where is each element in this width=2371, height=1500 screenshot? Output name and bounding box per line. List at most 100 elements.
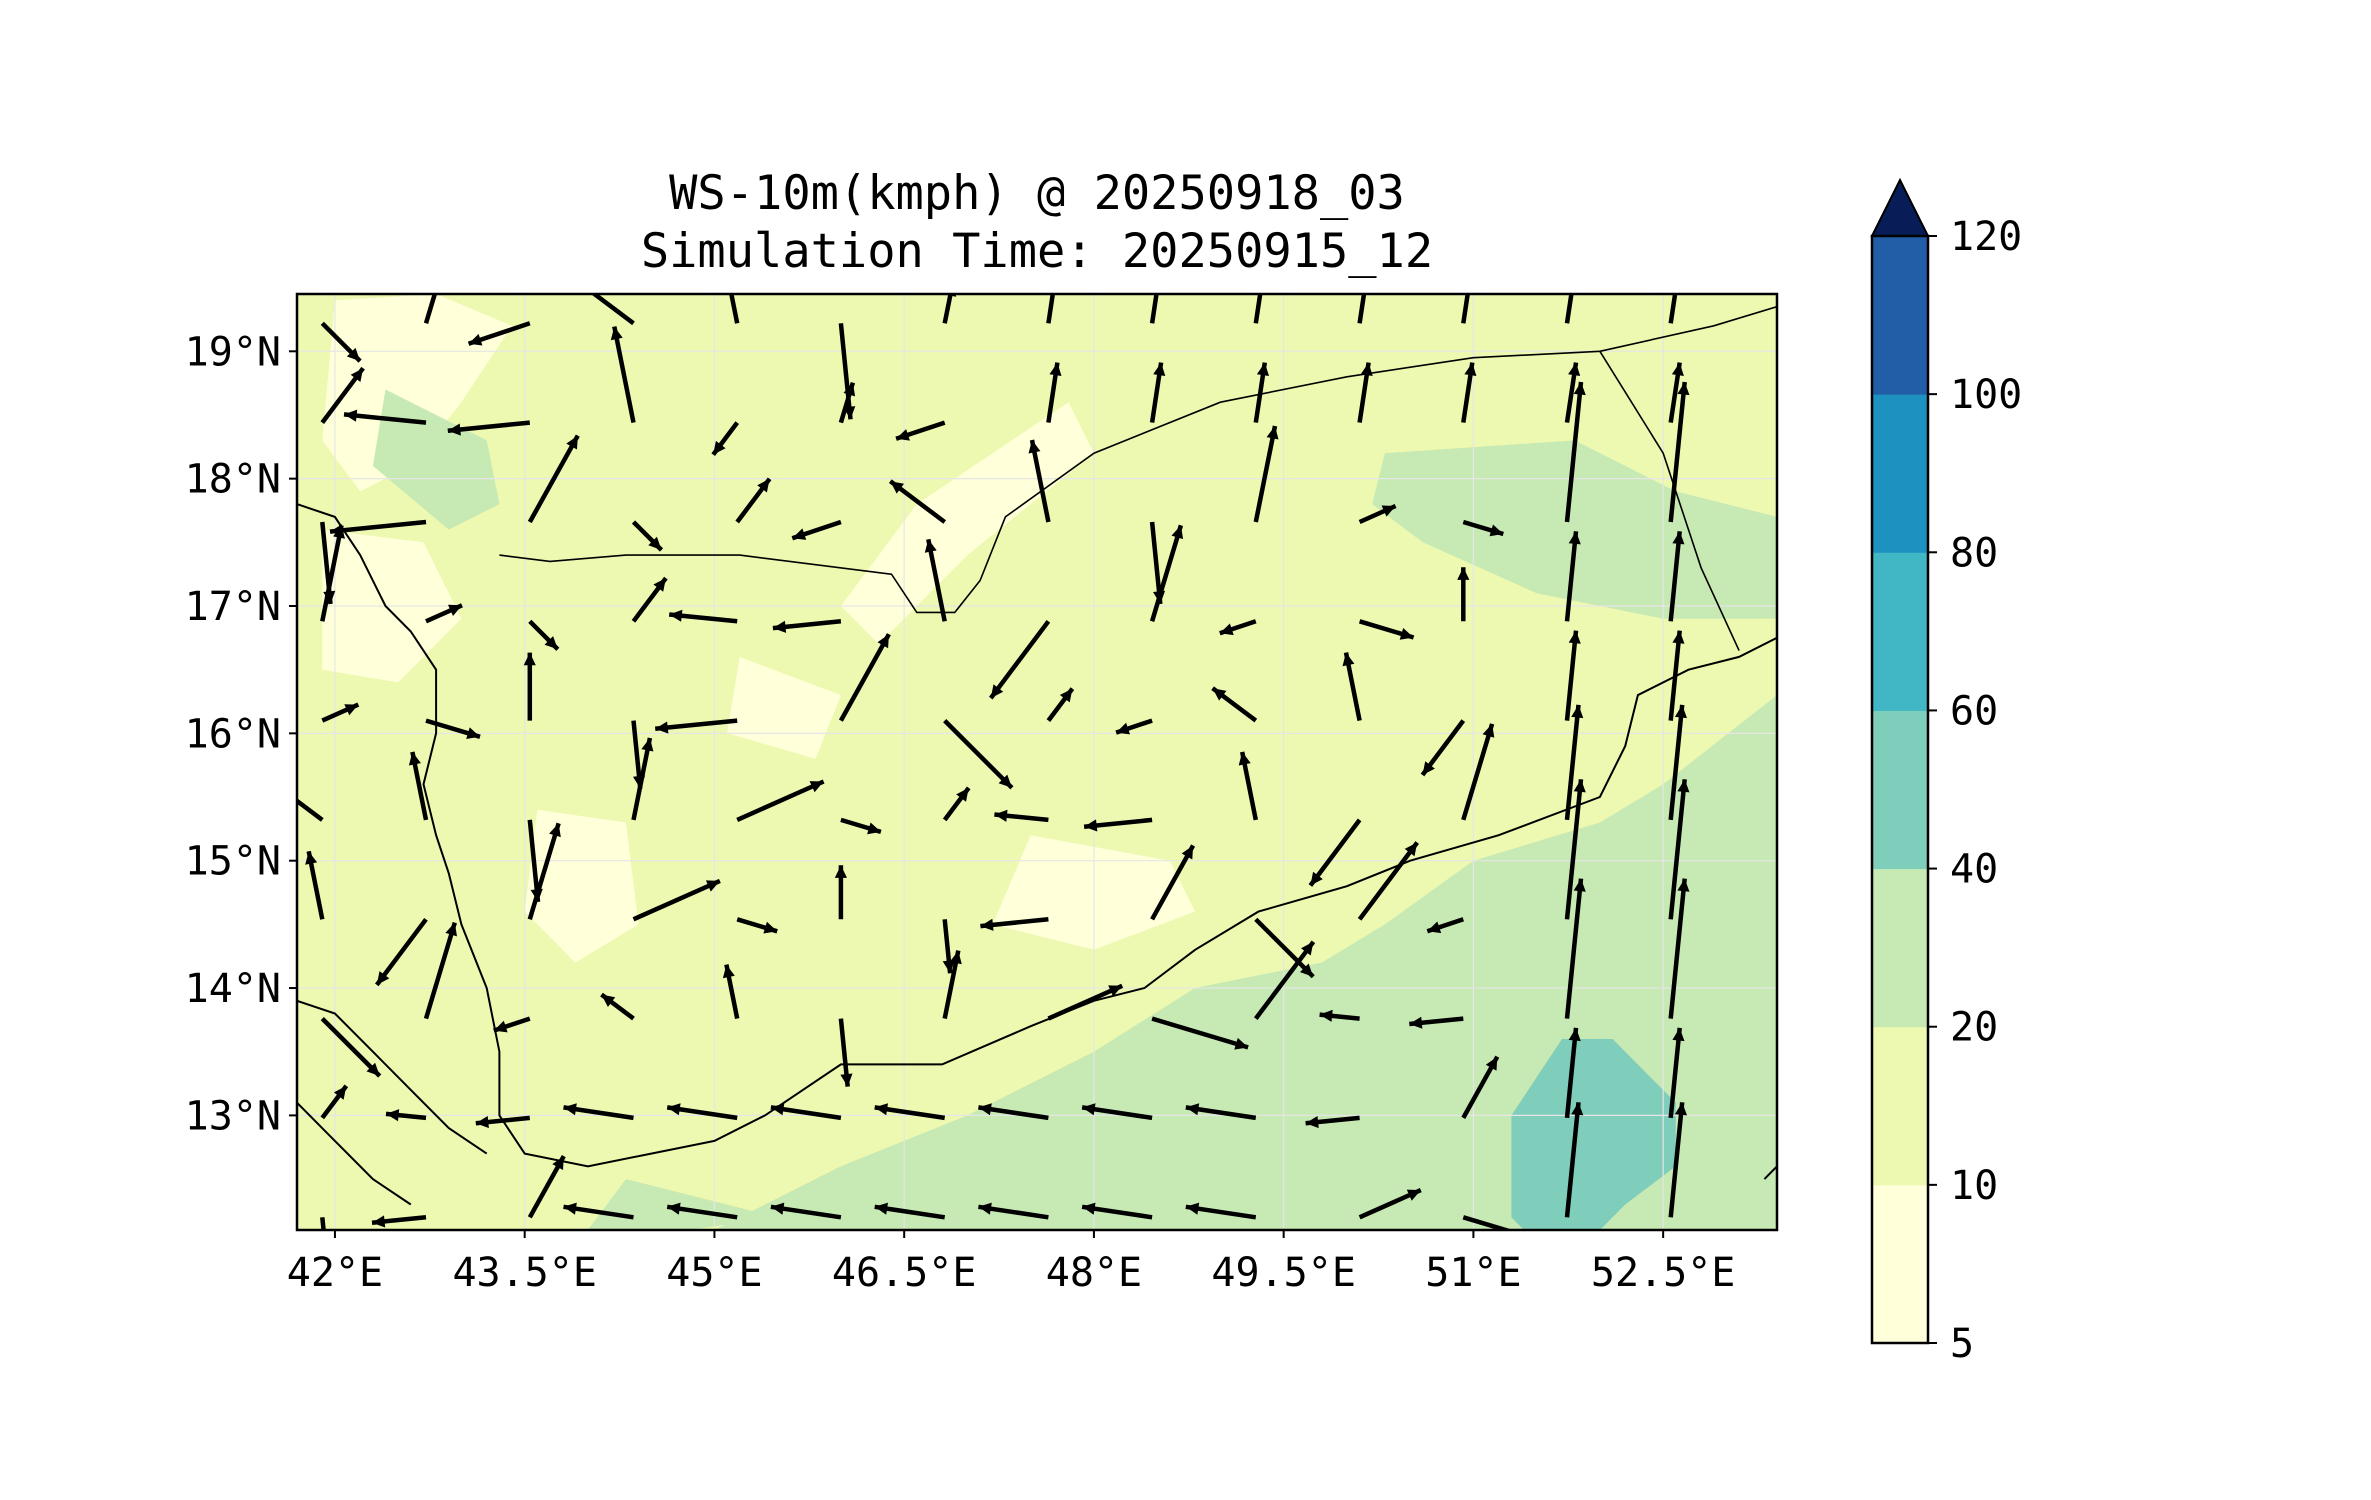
wind-arrow-head bbox=[1153, 362, 1166, 376]
wind-arrow-shaft bbox=[1150, 844, 1196, 921]
wind-arrow-head bbox=[705, 880, 720, 892]
wind-arrow-shaft bbox=[320, 1217, 326, 1230]
wind-arrow bbox=[493, 1016, 531, 1033]
wind-arrow-head bbox=[1457, 567, 1470, 580]
wind-arrow bbox=[475, 1115, 531, 1129]
wind-arrow-shaft bbox=[1564, 1027, 1579, 1119]
wind-arrow-shaft bbox=[1308, 818, 1362, 887]
wind-arrow-head bbox=[1671, 362, 1684, 376]
wind-arrow-head bbox=[1674, 1102, 1687, 1116]
wind-arrow bbox=[791, 519, 842, 541]
lon-tick-label: 46.5°E bbox=[832, 1250, 977, 1296]
wind-arrow-shaft bbox=[1668, 294, 1678, 324]
wind-arrow bbox=[772, 619, 842, 633]
wind-arrow-head bbox=[1485, 1056, 1498, 1071]
colorbar-segment bbox=[1872, 1026, 1928, 1186]
wind-arrow bbox=[711, 421, 740, 456]
colorbar-segment bbox=[1872, 710, 1928, 870]
wind-arrow-head bbox=[1427, 921, 1442, 934]
wind-arrow-head bbox=[601, 994, 616, 1007]
wind-arrow-shaft bbox=[374, 917, 428, 987]
lat-tick-label: 14°N bbox=[185, 966, 281, 1012]
border-2 bbox=[1599, 350, 1740, 651]
border-0 bbox=[499, 350, 1600, 614]
wind-arrow-head bbox=[669, 609, 683, 622]
wind-arrow bbox=[1461, 362, 1477, 423]
wind-arrow bbox=[1319, 1009, 1360, 1022]
wind-arrow bbox=[1253, 362, 1269, 423]
wind-arrow-shaft bbox=[320, 524, 344, 622]
wind-arrow-head bbox=[1028, 440, 1041, 454]
wind-arrow bbox=[1254, 917, 1315, 979]
wind-arrow-head bbox=[840, 1073, 853, 1087]
lon-tick-label: 45°E bbox=[666, 1250, 762, 1296]
wind-arrow bbox=[1185, 1103, 1257, 1121]
wind-arrow-shaft bbox=[612, 326, 636, 424]
wind-arrow-head bbox=[1342, 652, 1355, 667]
wind-arrow-head bbox=[641, 737, 654, 752]
wind-arrow bbox=[666, 1103, 738, 1121]
wind-arrow bbox=[631, 576, 668, 623]
wind-arrow-shaft bbox=[1564, 878, 1584, 1019]
colorbar-tick-label: 10 bbox=[1950, 1163, 1998, 1209]
wind-arrow-head bbox=[757, 478, 770, 493]
wind-arrow-head bbox=[1674, 704, 1687, 719]
wind-arrow bbox=[770, 1103, 842, 1121]
wind-arrow-head bbox=[713, 440, 726, 455]
wind-arrow-shaft bbox=[988, 619, 1051, 700]
wind-arrow bbox=[1253, 425, 1279, 523]
wind-arrow bbox=[423, 294, 438, 324]
coastline-2 bbox=[297, 1101, 412, 1206]
wind-arrow bbox=[1457, 567, 1470, 622]
wind-arrow-head bbox=[1257, 263, 1269, 276]
wind-arrow-shaft bbox=[1461, 723, 1495, 821]
map-area bbox=[297, 263, 1777, 1230]
wind-arrow bbox=[735, 477, 772, 524]
wind-arrow-head bbox=[1181, 845, 1194, 860]
wind-arrow-shaft bbox=[1668, 878, 1687, 1019]
wind-arrow-shaft bbox=[1254, 917, 1315, 979]
wind-arrow-head bbox=[877, 634, 889, 649]
wind-arrow-shaft bbox=[654, 718, 738, 732]
wind-arrow-shaft bbox=[1357, 294, 1367, 324]
wind-arrow-head bbox=[1573, 878, 1586, 892]
colorbar-frame bbox=[1870, 234, 1930, 1345]
wind-arrow-shaft bbox=[1668, 531, 1682, 622]
wind-arrow bbox=[924, 538, 947, 622]
wind-arrow-head bbox=[305, 851, 318, 865]
wind-arrow-head bbox=[366, 1062, 380, 1076]
wind-arrow-shaft bbox=[1461, 294, 1470, 324]
wind-arrow-head bbox=[544, 636, 558, 650]
wind-arrow bbox=[736, 917, 778, 934]
wind-arrow bbox=[838, 633, 891, 722]
wind-arrow-head bbox=[874, 1202, 888, 1215]
shade-region-9 bbox=[1511, 1039, 1676, 1230]
colorbar-segment bbox=[1872, 868, 1928, 1028]
wind-arrow-shaft bbox=[423, 921, 457, 1020]
wind-arrow bbox=[1151, 1016, 1249, 1050]
colorbar-extend-triangle bbox=[1870, 177, 1930, 237]
wind-arrow-head bbox=[1171, 525, 1184, 540]
wind-arrow bbox=[1342, 652, 1362, 722]
wind-arrow-head bbox=[523, 652, 536, 666]
wind-arrow-head bbox=[568, 274, 582, 286]
lat-tick-label: 16°N bbox=[185, 711, 281, 757]
wind-arrow bbox=[1149, 521, 1166, 605]
wind-arrow bbox=[1668, 294, 1678, 324]
wind-arrow bbox=[1081, 1103, 1153, 1121]
wind-arrow-head bbox=[408, 751, 421, 766]
wind-arrow bbox=[1426, 917, 1465, 934]
wind-arrow bbox=[1083, 817, 1153, 832]
wind-arrow-head bbox=[942, 960, 955, 974]
wind-arrow-shaft bbox=[527, 434, 580, 524]
wind-arrow-head bbox=[890, 481, 904, 494]
wind-arrow bbox=[631, 720, 646, 789]
wind-arrow bbox=[1185, 1202, 1257, 1220]
shade-region-6 bbox=[372, 389, 500, 530]
wind-arrow bbox=[729, 294, 740, 324]
coastlines-borders bbox=[297, 305, 1777, 1206]
wind-arrow bbox=[888, 479, 947, 524]
wind-arrow-head bbox=[1082, 1103, 1096, 1116]
wind-arrow-head bbox=[770, 1103, 785, 1116]
wind-arrow-head bbox=[376, 971, 390, 985]
